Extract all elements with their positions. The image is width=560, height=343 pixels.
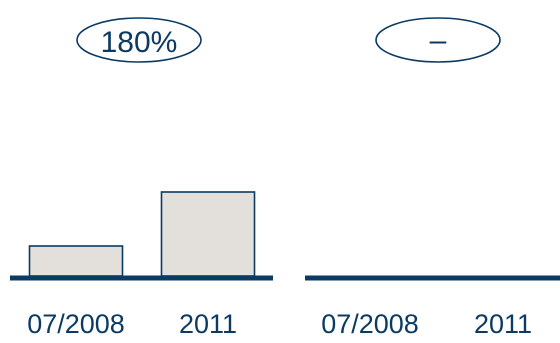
badge-outline-left: [76, 17, 202, 63]
bar-left-1: [28, 245, 124, 277]
badge-label-left: 180%: [101, 26, 178, 59]
badge-outline-right: [375, 17, 501, 63]
bar-left-2: [160, 191, 256, 277]
bars-left: [28, 191, 256, 277]
chart-panel-right: – 07/2008 2011: [305, 17, 560, 339]
x-tick-label-right-1: 07/2008: [321, 309, 419, 339]
x-tick-label-right-2: 2011: [474, 309, 532, 339]
badge-label-right: –: [430, 24, 447, 57]
x-tick-label-left-1: 07/2008: [27, 309, 125, 339]
chart-panel-left: 180% 07/2008 2011: [10, 17, 273, 339]
x-tick-label-left-2: 2011: [179, 309, 237, 339]
